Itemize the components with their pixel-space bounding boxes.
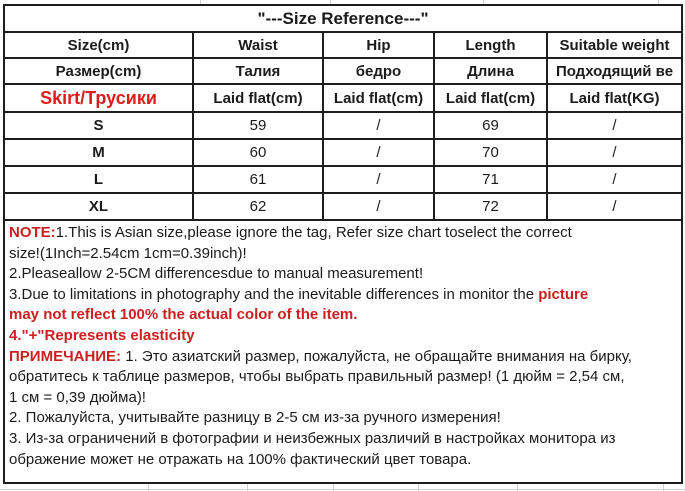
note-line: may not reflect 100% the actual color of…: [9, 305, 677, 326]
gridline: [517, 484, 518, 491]
row-label-cell: L: [3, 165, 194, 194]
gridline: [333, 484, 334, 491]
value-cell: Длина: [433, 57, 548, 85]
note-line: size!(1Inch=2.54cm 1cm=0.39inch)!: [9, 244, 677, 265]
note-text: 1 см = 0,39 дюйма)!: [9, 388, 146, 406]
notes-row: NOTE:1.This is Asian size,please ignore …: [3, 219, 683, 484]
value-cell: 61: [192, 165, 324, 194]
gridline: [330, 0, 331, 4]
note-line: обратитесь к таблице размеров, чтобы выб…: [9, 367, 677, 388]
gridline: [0, 489, 685, 490]
row-label-cell: Skirt/Трусики: [3, 83, 194, 113]
value-cell: Талия: [192, 57, 324, 85]
header-row-3: Skirt/Трусики Laid flat(cm) Laid flat(cm) L…: [3, 83, 683, 113]
note-text: 3.Due to limitations in photography and …: [9, 285, 539, 303]
size-row: S 59/69/: [3, 111, 683, 140]
gridline: [148, 484, 149, 491]
row-label-cell: M: [3, 138, 194, 167]
value-cell: /: [546, 165, 683, 194]
size-row: XL 62/72/: [3, 192, 683, 221]
value-cell: Подходящий ве: [546, 57, 683, 85]
gridline: [418, 484, 419, 491]
note-red-text: NOTE:: [9, 224, 56, 241]
value-cell: 71: [433, 165, 548, 194]
row-label-cell: Размер(cm): [3, 57, 194, 85]
note-red-text: 4."+"Represents elasticity: [9, 326, 195, 344]
note-text: 2.Pleaseallow 2-5CM differencesdue to ma…: [9, 265, 424, 283]
notes-cell: NOTE:1.This is Asian size,please ignore …: [3, 219, 683, 484]
value-cell: /: [322, 111, 435, 140]
row-label-cell: S: [3, 111, 194, 140]
value-cell: 59: [192, 111, 324, 140]
note-text: ображение может не отражать на 100% факт…: [9, 450, 472, 468]
note-line: 2.Pleaseallow 2-5CM differencesdue to ma…: [9, 264, 677, 285]
header-row-2: Размер(cm) Талия бедро Длина Подходящий ве: [3, 57, 683, 85]
note-line: 2. Пожалуйста, учитывайте разницу в 2-5 …: [9, 408, 677, 429]
value-cell: 60: [192, 138, 324, 167]
value-cell: /: [322, 138, 435, 167]
gridline: [247, 484, 248, 491]
note-line: ображение может не отражать на 100% факт…: [9, 450, 677, 471]
gridline: [658, 0, 659, 4]
note-text: 2. Пожалуйста, учитывайте разницу в 2-5 …: [9, 409, 501, 427]
value-cell: /: [546, 138, 683, 167]
size-reference-table: "---Size Reference---" Size(cm) Waist Hip L…: [3, 4, 683, 484]
value-cell: /: [546, 192, 683, 221]
note-line: 3. Из-за ограничений в фотографии и неиз…: [9, 429, 677, 450]
value-cell: Waist: [192, 31, 324, 59]
note-line: NOTE:1.This is Asian size,please ignore …: [9, 223, 677, 244]
value-cell: Laid flat(KG): [546, 83, 683, 113]
value-cell: 69: [433, 111, 548, 140]
value-cell: Hip: [322, 31, 435, 59]
size-row: M 60/70/: [3, 138, 683, 167]
note-text: 3. Из-за ограничений в фотографии и неиз…: [9, 429, 616, 447]
value-cell: /: [322, 165, 435, 194]
value-cell: бедро: [322, 57, 435, 85]
value-cell: Laid flat(cm): [322, 83, 435, 113]
size-row: L 61/71/: [3, 165, 683, 194]
gridline: [663, 484, 664, 491]
value-cell: 70: [433, 138, 548, 167]
value-cell: /: [322, 192, 435, 221]
row-label-cell: XL: [3, 192, 194, 221]
value-cell: /: [546, 111, 683, 140]
table-title: "---Size Reference---": [3, 4, 683, 33]
value-cell: 72: [433, 192, 548, 221]
value-cell: Length: [433, 31, 548, 59]
note-text: 1.This is Asian size,please ignore the t…: [55, 224, 572, 241]
title-row: "---Size Reference---": [3, 4, 683, 33]
notes-section: NOTE:1.This is Asian size,please ignore …: [6, 222, 680, 471]
note-text: обратитесь к таблице размеров, чтобы выб…: [9, 368, 625, 386]
note-red-text: may not reflect 100% the actual color of…: [9, 306, 358, 324]
note-line: 4."+"Represents elasticity: [9, 326, 677, 347]
note-line: ПРИМЕЧАНИЕ: 1. Это азиатский размер, пож…: [9, 347, 677, 368]
value-cell: 62: [192, 192, 324, 221]
value-cell: Laid flat(cm): [192, 83, 324, 113]
value-cell: Suitable weight: [546, 31, 683, 59]
note-line: 3.Due to limitations in photography and …: [9, 285, 677, 306]
note-text: 1. Это азиатский размер, пожалуйста, не …: [121, 347, 632, 365]
note-line: 1 см = 0,39 дюйма)!: [9, 388, 677, 409]
size-table-body: "---Size Reference---" Size(cm) Waist Hip L…: [3, 4, 683, 484]
gridline: [200, 0, 201, 4]
gridline: [483, 0, 484, 4]
row-label-cell: Size(cm): [3, 31, 194, 59]
header-row-1: Size(cm) Waist Hip Length Suitable weight: [3, 31, 683, 59]
note-red-text: picture: [538, 285, 589, 303]
value-cell: Laid flat(cm): [433, 83, 548, 113]
note-red-text: ПРИМЕЧАНИЕ:: [9, 347, 122, 365]
note-text: size!(1Inch=2.54cm 1cm=0.39inch)!: [9, 244, 247, 262]
